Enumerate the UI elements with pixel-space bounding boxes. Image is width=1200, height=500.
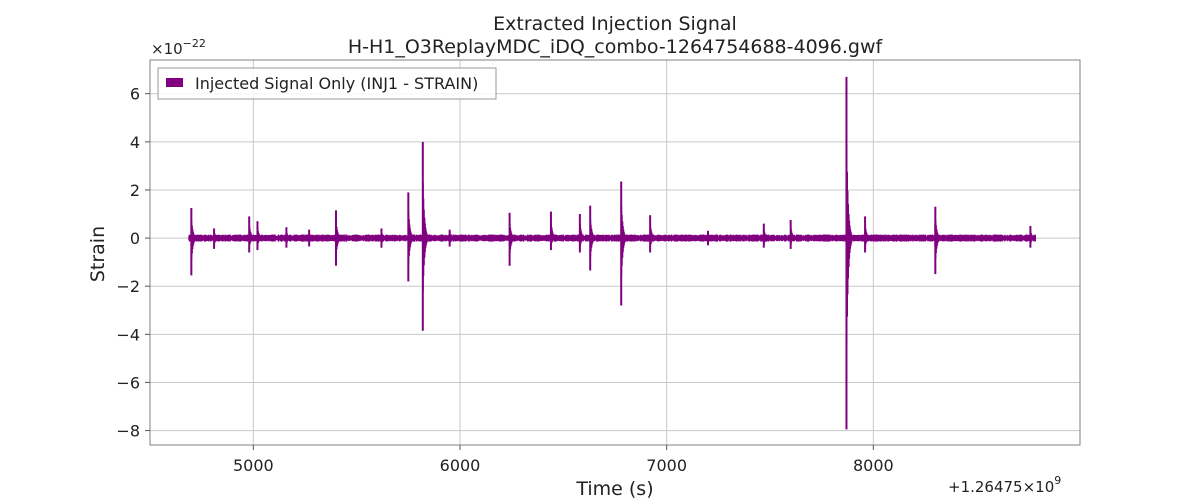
series-signal <box>188 76 1037 430</box>
legend-swatch <box>166 78 183 87</box>
grid-lines <box>150 60 1080 445</box>
svg-text:+1.26475×109: +1.26475×109 <box>948 474 1061 496</box>
x-tick-label: 8000 <box>853 456 894 475</box>
y-tick-label: 0 <box>130 229 140 248</box>
legend: Injected Signal Only (INJ1 - STRAIN) <box>157 67 497 100</box>
series-burst-tail <box>846 145 853 348</box>
y-tick-label: −8 <box>116 422 140 441</box>
x-tick-label: 5000 <box>233 456 274 475</box>
series-burst-tail <box>257 228 264 245</box>
y-scale-base: ×10 <box>151 40 183 58</box>
x-offset-exponent: 9 <box>1054 474 1061 487</box>
plot-area <box>188 76 1037 430</box>
y-tick-label: 2 <box>130 181 140 200</box>
legend-box <box>157 67 497 100</box>
series-burst-tail <box>422 182 429 292</box>
y-tick-label: −2 <box>116 277 140 296</box>
series-burst-tail <box>865 225 871 247</box>
series-burst-tail <box>249 225 255 247</box>
y-scale-label: ×10−22 <box>151 37 206 58</box>
series-burst-tail <box>286 231 293 244</box>
series-burst-tail <box>449 233 456 243</box>
x-tick-label: 7000 <box>646 456 687 475</box>
y-tick-label: −6 <box>116 373 140 392</box>
chart-title: Extracted Injection Signal <box>493 13 737 35</box>
series-burst-tail <box>763 229 770 244</box>
series-burst-tail <box>790 227 797 245</box>
series-burst-tail <box>309 233 315 243</box>
x-offset-label: +1.26475×109 <box>948 474 1061 496</box>
y-tick-label: 6 <box>130 85 140 104</box>
y-axis-label: Strain <box>87 226 109 282</box>
y-scale-exponent: −22 <box>183 37 206 50</box>
series-burst-tail <box>509 223 516 254</box>
series-burst-tail <box>214 232 220 245</box>
plot-frame <box>149 59 1081 446</box>
series-burst-tail <box>336 222 342 254</box>
series-burst-tail <box>1030 231 1037 244</box>
svg-text:×10−22: ×10−22 <box>151 37 206 58</box>
legend-label: Injected Signal Only (INJ1 - STRAIN) <box>195 74 478 93</box>
series-burst-tail <box>621 205 627 277</box>
series-burst-tail <box>935 220 941 259</box>
y-tick-label: −4 <box>116 325 140 344</box>
series-burst-tail <box>408 211 414 263</box>
series-burst-tail <box>590 219 596 257</box>
y-tick-label: 4 <box>130 133 140 152</box>
series-burst-tail <box>551 222 557 245</box>
chart-subtitle: H-H1_O3ReplayMDC_iDQ_combo-1264754688-40… <box>348 36 884 58</box>
series-burst-tail <box>579 224 586 247</box>
series-burst-tail <box>708 233 714 243</box>
x-axis-label: Time (s) <box>575 478 653 500</box>
x-tick-label: 6000 <box>440 456 481 475</box>
series-burst-tail <box>650 225 656 247</box>
x-axis-ticks: 5000 6000 7000 8000 <box>233 445 894 475</box>
y-axis-ticks: −8 −6 −4 −2 0 2 4 6 <box>116 85 150 441</box>
x-offset-base: +1.26475×10 <box>948 478 1054 496</box>
series-burst-tail <box>191 220 197 260</box>
series-burst-tail <box>381 232 388 244</box>
